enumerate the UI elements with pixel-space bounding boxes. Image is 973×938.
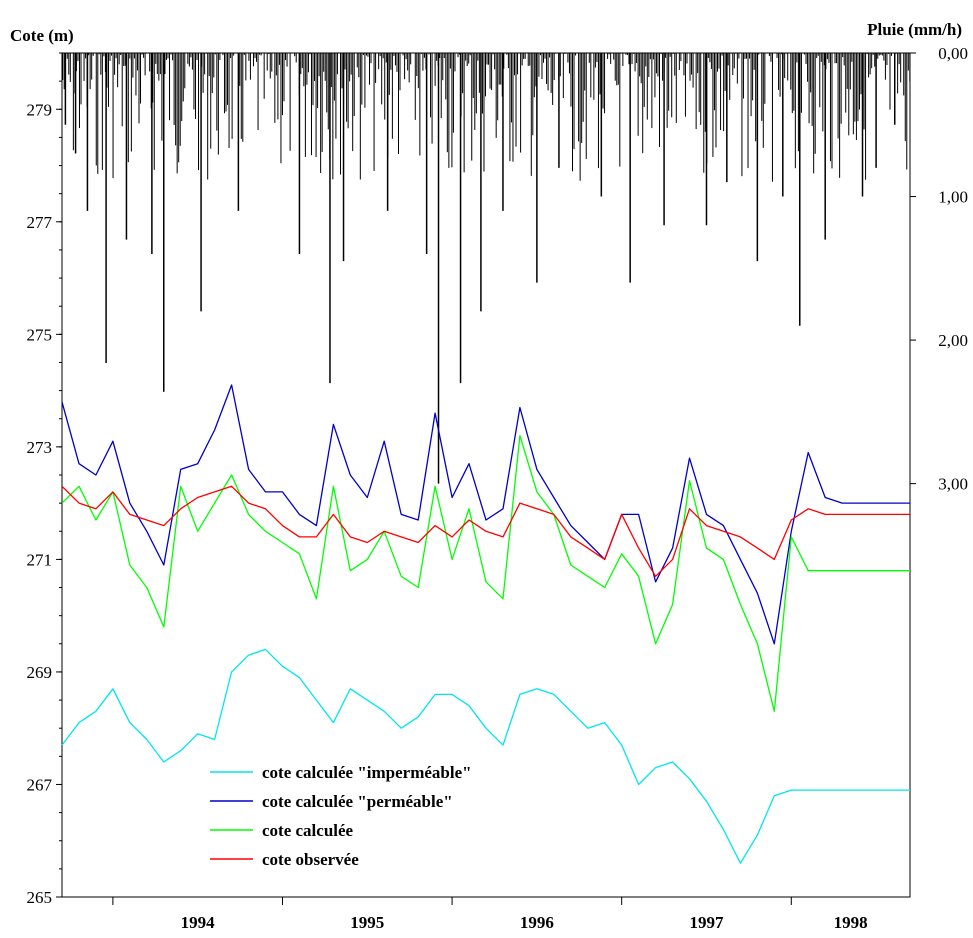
series-line-calculee [61,434,910,712]
legend-label: cote observée [262,850,359,869]
y-right-axis-label: Pluie (mm/h) [867,20,962,39]
y-right-tick-label: 3,00 [938,475,968,494]
x-tick-label: 1998 [834,913,868,932]
y-left-tick-label: 271 [27,550,53,569]
series-line-impermeable [61,648,910,864]
y-left-tick-label: 265 [27,888,53,907]
x-tick-label: 1995 [350,913,384,932]
y-left-tick-label: 275 [27,325,53,344]
series-line-permeable [61,384,910,645]
legend-label: cote calculée [262,821,354,840]
y-left-tick-label: 269 [27,663,53,682]
rain-bars [62,53,911,484]
y-right-tick-label: 0,00 [938,44,968,63]
y-left-tick-label: 267 [27,775,53,794]
y-right-tick-label: 2,00 [938,331,968,350]
series-line-observee [61,485,910,577]
axes: 265 267 269 271 273 275 277 279 0,00 1,00 2,00 3,00… [27,44,969,932]
series-lines [61,384,910,864]
x-tick-label: 1997 [689,913,724,932]
x-tick-label: 1994 [181,913,216,932]
legend-label: cote calculée "imperméable" [262,763,472,782]
y-right-tick-label: 1,00 [938,188,968,207]
y-left-tick-label: 277 [27,213,53,232]
y-left-tick-label: 273 [27,438,53,457]
legend: cote calculée "imperméable" cote calculée… [210,763,472,869]
y-left-axis-label: Cote (m) [10,26,74,45]
x-tick-label: 1996 [520,913,554,932]
y-left-tick-label: 279 [27,100,53,119]
legend-label: cote calculée "perméable" [262,792,453,811]
